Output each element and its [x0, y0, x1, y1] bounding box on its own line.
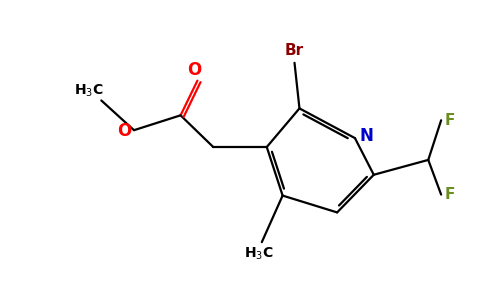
Text: F: F: [445, 113, 455, 128]
Text: H$_3$C: H$_3$C: [244, 245, 273, 262]
Text: N: N: [360, 127, 374, 145]
Text: Br: Br: [285, 43, 304, 58]
Text: F: F: [445, 187, 455, 202]
Text: O: O: [187, 61, 201, 79]
Text: O: O: [117, 122, 131, 140]
Text: H$_3$C: H$_3$C: [74, 83, 103, 100]
